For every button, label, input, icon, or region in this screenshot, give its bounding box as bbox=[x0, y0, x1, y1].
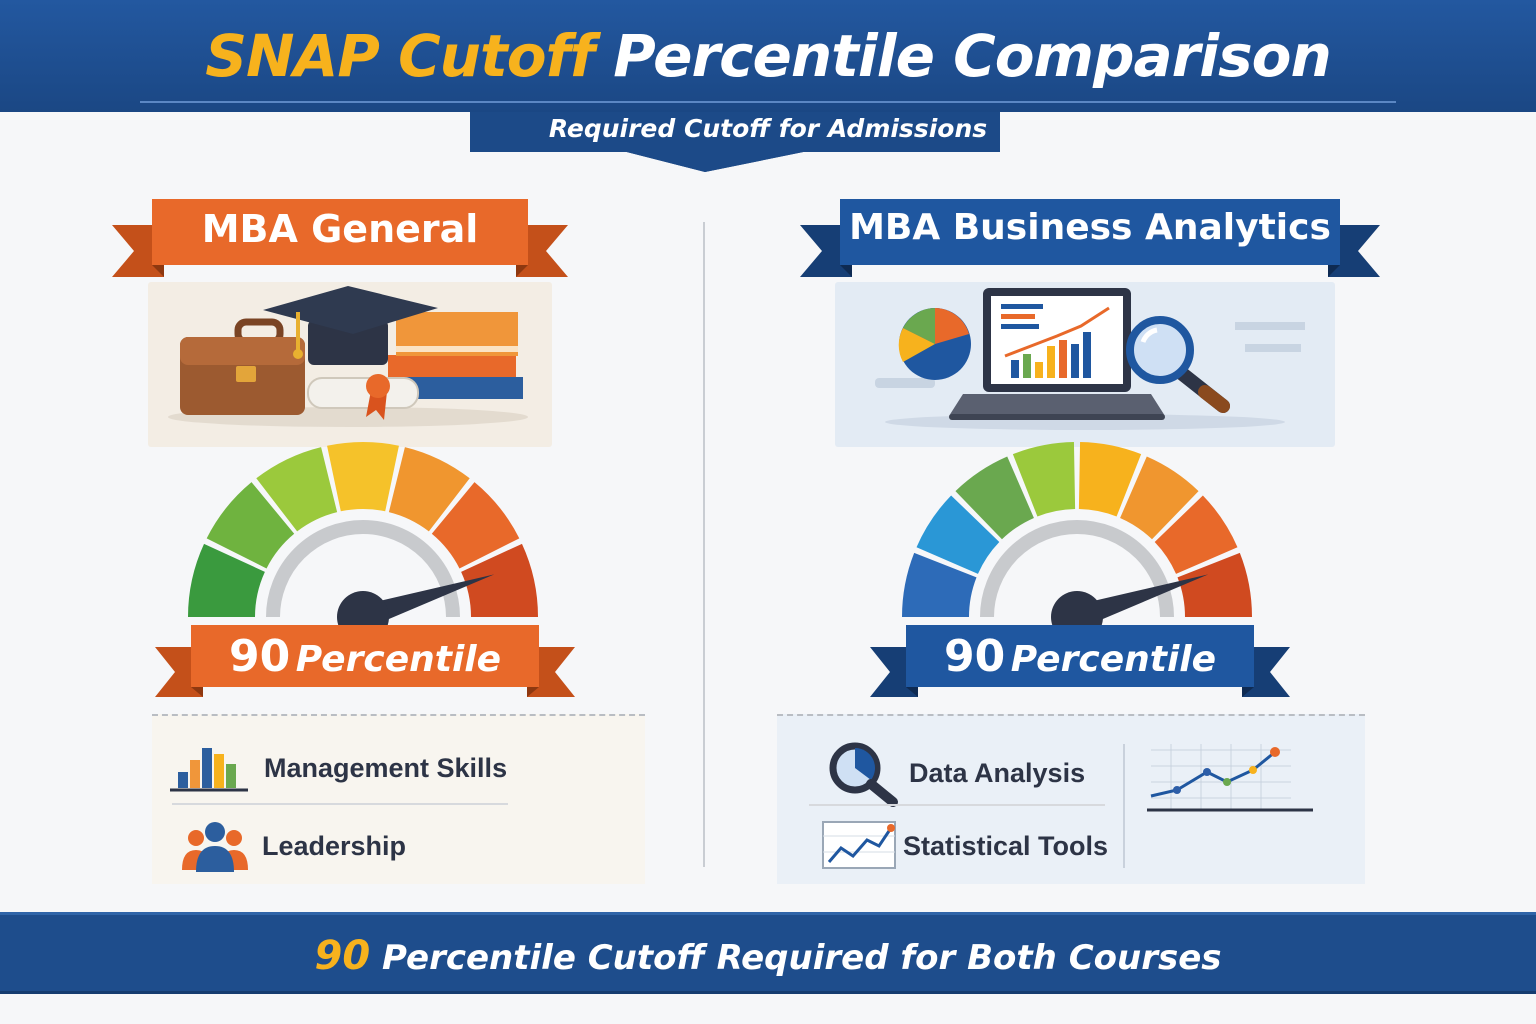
gauge-left-segment bbox=[327, 442, 399, 512]
percentile-value-left: 90 bbox=[228, 631, 291, 682]
title-rest: Percentile Comparison bbox=[613, 22, 1332, 90]
people-group-icon bbox=[182, 822, 248, 872]
gauge-left-segment bbox=[206, 482, 295, 569]
gauge-right bbox=[902, 442, 1252, 637]
laptop-analytics-magnifier-icon bbox=[835, 282, 1335, 447]
skills-box-divider bbox=[1123, 744, 1125, 868]
gauge-left-segment bbox=[461, 543, 538, 617]
trend-chart-icon bbox=[1147, 744, 1313, 812]
skill-label-management: Management Skills bbox=[264, 752, 508, 783]
skill-label-leadership: Leadership bbox=[262, 830, 407, 861]
skills-box-right: Data Analysis Statistical Tools bbox=[777, 714, 1365, 884]
gauge-right-segment bbox=[1120, 456, 1199, 540]
gauge-right-segment bbox=[1012, 442, 1076, 517]
course-title-right: MBA Business Analytics bbox=[849, 207, 1331, 248]
magnifier-icon bbox=[829, 742, 898, 807]
gauge-right-needle bbox=[1073, 574, 1209, 629]
footer-text: 90 Percentile Cutoff Required for Both C… bbox=[0, 933, 1536, 979]
title-accent: SNAP Cutoff bbox=[205, 22, 595, 90]
percentile-label-left: Percentile bbox=[295, 639, 502, 680]
skill-item-leadership: Leadership bbox=[180, 820, 406, 872]
course-title-left: MBA General bbox=[201, 207, 479, 251]
gauge-right-segments bbox=[902, 442, 1252, 617]
gauge-left-segment bbox=[188, 543, 265, 617]
gauge-left-segment bbox=[388, 447, 470, 532]
skill-label-data-analysis: Data Analysis bbox=[909, 757, 1086, 788]
briefcase-graduation-cap-books-icon bbox=[148, 282, 552, 447]
gauge-left-needle bbox=[359, 574, 495, 629]
gauge-right-segment bbox=[1177, 552, 1252, 617]
gauge-right-segment bbox=[902, 552, 977, 617]
percentile-text-left: 90 Percentile bbox=[155, 631, 575, 682]
gauge-left bbox=[188, 442, 538, 637]
skill-item-management: Management Skills bbox=[168, 742, 507, 794]
skill-item-data-analysis: Data Analysis bbox=[823, 738, 1085, 808]
skill-label-statistical-tools: Statistical Tools bbox=[903, 830, 1109, 861]
course-ribbon-mba-business-analytics: MBA Business Analytics bbox=[800, 195, 1380, 285]
line-chart-icon bbox=[822, 821, 896, 869]
gauge-left-segments bbox=[188, 442, 538, 617]
skill-separator-left bbox=[172, 803, 508, 805]
page-subtitle: Required Cutoff for Admissions bbox=[548, 114, 988, 143]
course-ribbon-mba-general: MBA General bbox=[112, 195, 568, 285]
header-banner: SNAP Cutoff Percentile Comparison Requir… bbox=[0, 0, 1536, 175]
skill-separator-right bbox=[809, 804, 1105, 806]
footer-banner: 90 Percentile Cutoff Required for Both C… bbox=[0, 912, 1536, 994]
skills-box-left: Management Skills Leadership bbox=[152, 714, 645, 884]
bar-chart-icon bbox=[170, 748, 248, 792]
gauge-right-segment bbox=[1078, 442, 1142, 517]
gauge-right-segment bbox=[916, 495, 1000, 574]
gauge-left-segment bbox=[431, 482, 520, 569]
gauge-right-segment bbox=[1154, 495, 1238, 574]
gauge-left-segment bbox=[256, 447, 338, 532]
percentile-label-right: Percentile bbox=[1010, 639, 1217, 680]
page-title: SNAP Cutoff Percentile Comparison bbox=[0, 22, 1536, 90]
column-divider bbox=[703, 222, 705, 867]
percentile-text-right: 90 Percentile bbox=[870, 631, 1290, 682]
percentile-ribbon-left: 90 Percentile bbox=[155, 621, 575, 701]
gauge-right-segment bbox=[955, 456, 1034, 540]
percentile-ribbon-right: 90 Percentile bbox=[870, 621, 1290, 701]
percentile-value-right: 90 bbox=[943, 631, 1006, 682]
skill-item-statistical-tools: Statistical Tools bbox=[821, 820, 1108, 872]
footer-number: 90 bbox=[314, 933, 371, 979]
footer-message: Percentile Cutoff Required for Both Cour… bbox=[382, 938, 1222, 978]
